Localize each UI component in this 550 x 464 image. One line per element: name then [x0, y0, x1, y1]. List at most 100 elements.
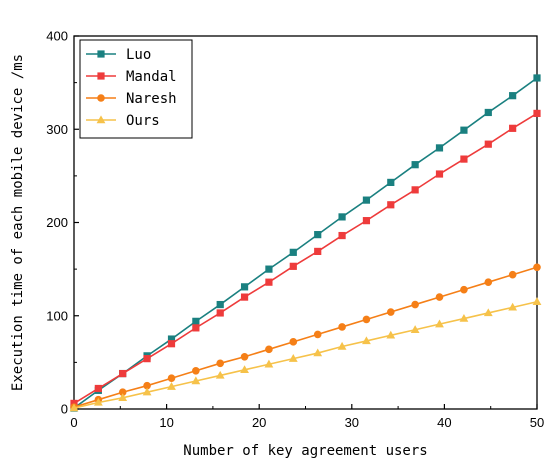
series-line-naresh — [73, 266, 538, 408]
data-point-mandal — [460, 155, 468, 163]
data-point-mandal — [192, 324, 200, 332]
data-point-luo — [216, 300, 224, 309]
data-point-ours — [508, 302, 518, 311]
legend-label-luo: Luo — [126, 47, 151, 63]
data-point-mandal — [533, 109, 541, 117]
data-point-naresh — [192, 366, 200, 375]
data-point-ours — [264, 359, 274, 368]
data-point-ours — [483, 308, 493, 317]
data-point-luo — [484, 108, 492, 117]
data-point-luo — [411, 161, 419, 169]
data-point-luo — [192, 317, 200, 325]
data-point-ours — [118, 393, 128, 402]
data-point-ours — [313, 348, 323, 357]
data-point-mandal — [240, 293, 249, 301]
data-point-ours — [191, 376, 201, 385]
data-point-naresh — [484, 278, 493, 286]
series-line-luo — [73, 77, 538, 409]
data-point-ours — [215, 370, 225, 379]
data-point-mandal — [435, 170, 444, 178]
x-tick-label: 30 — [345, 415, 359, 430]
data-point-naresh — [265, 345, 273, 354]
data-point-naresh — [411, 300, 419, 309]
data-point-naresh — [167, 374, 176, 383]
data-point-mandal — [314, 247, 322, 256]
series-line-mandal — [73, 112, 538, 405]
y-tick-label: 200 — [46, 215, 68, 230]
x-tick-label: 50 — [530, 415, 544, 430]
data-point-luo — [338, 213, 346, 221]
data-point-luo — [240, 283, 249, 291]
y-tick-label: 400 — [46, 29, 68, 44]
data-point-luo — [460, 126, 468, 134]
data-point-mandal — [411, 186, 419, 194]
data-point-mandal — [362, 217, 371, 225]
x-axis-title: Number of key agreement users — [183, 443, 427, 459]
data-point-mandal — [119, 369, 127, 378]
data-point-ours — [362, 336, 371, 345]
data-point-naresh — [533, 263, 541, 272]
data-point-naresh — [362, 315, 371, 324]
data-point-mandal — [484, 140, 492, 148]
legend-marker-mandal — [97, 72, 105, 80]
legend-label-ours: Ours — [126, 113, 160, 129]
data-point-luo — [314, 231, 322, 239]
data-point-naresh — [216, 359, 225, 368]
legend-marker-luo — [97, 50, 105, 58]
data-point-mandal — [338, 231, 346, 240]
legend-label-mandal: Mandal — [126, 69, 177, 85]
data-point-ours — [93, 397, 103, 406]
x-tick-label: 10 — [159, 415, 173, 430]
series-line-ours — [73, 300, 538, 409]
data-point-mandal — [143, 355, 151, 363]
data-point-naresh — [143, 381, 151, 390]
y-tick-label: 300 — [46, 122, 68, 137]
series-ours — [69, 297, 542, 412]
data-point-luo — [289, 248, 297, 256]
legend-label-naresh: Naresh — [126, 91, 177, 107]
y-tick-label: 100 — [46, 308, 68, 323]
data-point-naresh — [240, 352, 249, 361]
data-point-naresh — [338, 323, 346, 331]
data-point-luo — [509, 92, 517, 100]
data-point-ours — [459, 313, 469, 322]
data-point-luo — [362, 196, 371, 204]
data-point-ours — [532, 297, 542, 305]
data-point-naresh — [289, 338, 298, 346]
series-mandal — [70, 109, 541, 408]
x-tick-label: 20 — [252, 415, 266, 430]
data-point-ours — [240, 365, 249, 374]
legend-marker-ours — [96, 115, 106, 124]
data-point-ours — [167, 382, 176, 390]
data-point-mandal — [216, 309, 224, 317]
data-point-luo — [167, 335, 176, 343]
series-naresh — [70, 263, 541, 411]
data-point-ours — [435, 319, 444, 328]
data-point-naresh — [508, 270, 517, 279]
data-point-mandal — [167, 340, 176, 348]
data-point-mandal — [289, 262, 297, 270]
data-point-naresh — [435, 293, 444, 301]
data-point-mandal — [265, 278, 273, 286]
data-point-naresh — [313, 330, 322, 339]
data-point-luo — [435, 144, 444, 152]
y-tick-label: 0 — [61, 402, 68, 417]
x-tick-label: 40 — [437, 415, 451, 430]
data-point-naresh — [386, 308, 395, 316]
data-point-ours — [410, 325, 420, 333]
x-tick-label: 0 — [70, 415, 77, 430]
data-point-ours — [142, 387, 152, 396]
data-point-mandal — [94, 384, 102, 393]
legend-marker-naresh — [97, 94, 105, 102]
data-point-luo — [265, 265, 273, 273]
data-point-luo — [387, 178, 395, 187]
data-point-ours — [288, 354, 298, 362]
data-point-mandal — [387, 201, 395, 209]
data-point-ours — [69, 403, 79, 412]
data-point-ours — [337, 341, 347, 350]
data-point-naresh — [460, 285, 468, 294]
data-point-mandal — [509, 124, 517, 132]
data-point-ours — [386, 330, 396, 339]
data-point-naresh — [118, 388, 127, 397]
